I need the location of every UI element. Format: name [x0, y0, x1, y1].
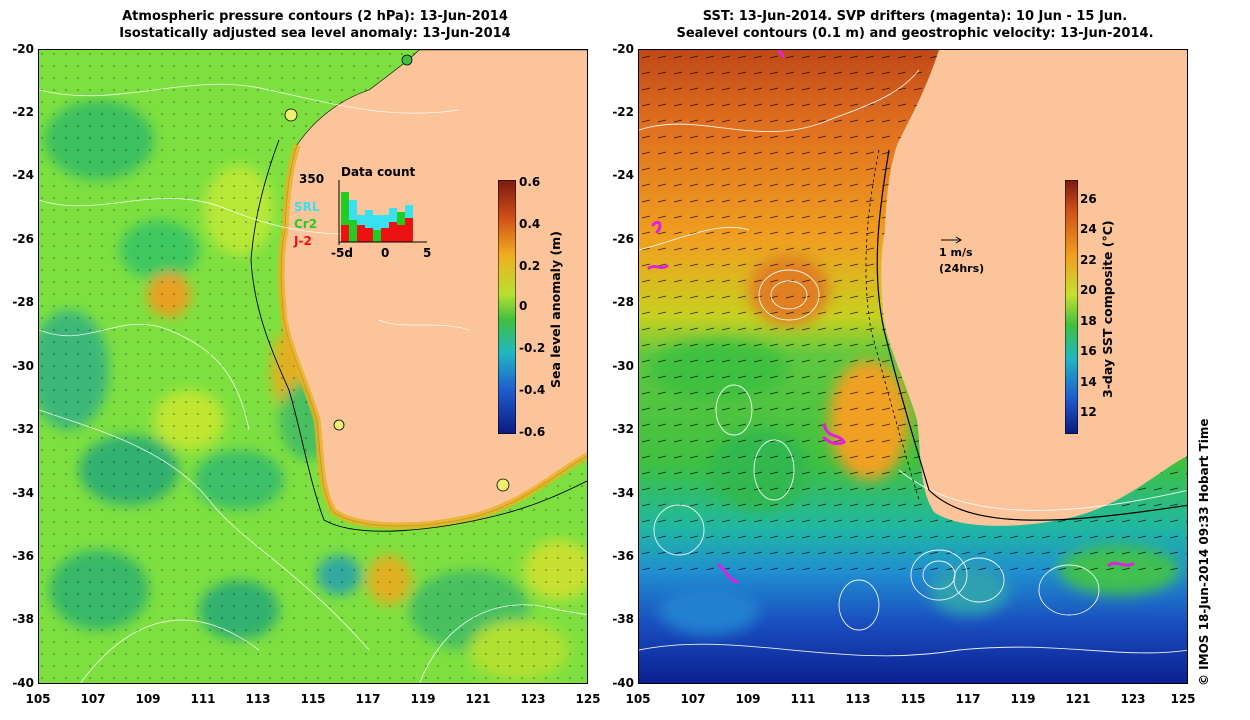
y-tick-label: -20: [12, 42, 34, 56]
y-tick-label: -28: [612, 295, 634, 309]
y-tick-label: -22: [12, 105, 34, 119]
sla-map-graphic: [39, 50, 587, 683]
right-title-line2: Sealevel contours (0.1 m) and geostrophi…: [676, 26, 1154, 41]
x-tick-label: 119: [1010, 692, 1036, 706]
right-title-line1: SST: 13-Jun-2014. SVP drifters (magenta)…: [702, 9, 1128, 24]
y-tick-label: -24: [12, 168, 34, 182]
sst-colorbar: [1065, 180, 1078, 434]
sst-map-graphic: [639, 50, 1187, 683]
velocity-scale-label: 1 m/s: [939, 246, 973, 259]
left-title-line2: Isostatically adjusted sea level anomaly…: [119, 26, 511, 41]
inset-xtick-m5: -5d: [331, 246, 353, 260]
y-tick-label: -26: [612, 232, 634, 246]
sst-cbar-tick: 16: [1080, 344, 1097, 358]
x-tick-label: 107: [80, 692, 106, 706]
x-tick-label: 117: [355, 692, 381, 706]
x-tick-label: 123: [520, 692, 546, 706]
legend-j2: J-2: [294, 234, 312, 248]
sst-cbar-tick: 22: [1080, 253, 1097, 267]
x-tick-label: 111: [790, 692, 816, 706]
right-panel-title: SST: 13-Jun-2014. SVP drifters (magenta)…: [640, 8, 1190, 42]
x-tick-label: 125: [575, 692, 601, 706]
sla-colorbar: [498, 180, 516, 434]
left-title-line1: Atmospheric pressure contours (2 hPa): 1…: [122, 9, 508, 24]
sst-cbar-tick: 26: [1080, 192, 1097, 206]
velocity-scale-sublabel: (24hrs): [939, 262, 985, 275]
sla-cbar-tick: -0.2: [519, 341, 546, 355]
y-tick-label: -32: [12, 422, 34, 436]
sla-cbar-tick: 0.4: [519, 217, 541, 231]
imos-credit: © IMOS 18-Jun-2014 09:33 Hobart Time: [1197, 418, 1211, 686]
sla-cbar-tick: -0.4: [519, 383, 546, 397]
x-tick-label: 109: [135, 692, 161, 706]
y-tick-label: -38: [612, 612, 634, 626]
x-tick-label: 123: [1120, 692, 1146, 706]
y-tick-label: -30: [12, 359, 34, 373]
sea-level-anomaly-map[interactable]: 350 Data count SRL Cr2 J-2 -5d 0 5: [38, 49, 588, 684]
y-tick-label: -22: [612, 105, 634, 119]
x-tick-label: 121: [465, 692, 491, 706]
y-tick-label: -40: [12, 676, 34, 690]
data-count-inset: [338, 180, 427, 245]
y-tick-label: -40: [612, 676, 634, 690]
sla-cbar-label: Sea level anomaly (m): [548, 231, 563, 388]
sst-cbar-tick: 24: [1080, 222, 1097, 236]
legend-cr2: Cr2: [294, 217, 318, 231]
left-panel-title: Atmospheric pressure contours (2 hPa): 1…: [40, 8, 590, 42]
inset-title: Data count: [341, 165, 416, 179]
x-tick-label: 115: [300, 692, 326, 706]
x-tick-label: 105: [625, 692, 651, 706]
y-tick-label: -28: [12, 295, 34, 309]
sst-map[interactable]: 1 m/s (24hrs): [638, 49, 1188, 684]
y-tick-label: -34: [12, 486, 34, 500]
x-tick-label: 119: [410, 692, 436, 706]
sst-cbar-label: 3-day SST composite (°C): [1100, 220, 1115, 398]
x-tick-label: 115: [900, 692, 926, 706]
sst-cbar-tick: 14: [1080, 375, 1097, 389]
inset-ymax: 350: [299, 172, 325, 186]
sla-cbar-tick: 0: [519, 299, 528, 313]
sst-cbar-tick: 12: [1080, 405, 1097, 419]
x-tick-label: 109: [735, 692, 761, 706]
y-tick-label: -32: [612, 422, 634, 436]
inset-xtick-5: 5: [423, 246, 432, 260]
sla-cbar-tick: 0.6: [519, 175, 541, 189]
sla-cbar-tick: -0.6: [519, 425, 546, 439]
y-tick-label: -34: [612, 486, 634, 500]
x-tick-label: 121: [1065, 692, 1091, 706]
y-tick-label: -36: [12, 549, 34, 563]
y-tick-label: -30: [612, 359, 634, 373]
x-tick-label: 125: [1170, 692, 1196, 706]
legend-srl: SRL: [294, 200, 320, 214]
y-tick-label: -38: [12, 612, 34, 626]
y-tick-label: -20: [612, 42, 634, 56]
y-tick-label: -24: [612, 168, 634, 182]
inset-xtick-0: 0: [381, 246, 390, 260]
x-tick-label: 117: [955, 692, 981, 706]
x-tick-label: 113: [845, 692, 871, 706]
y-tick-label: -26: [12, 232, 34, 246]
x-tick-label: 113: [245, 692, 271, 706]
x-tick-label: 105: [25, 692, 51, 706]
x-tick-label: 111: [190, 692, 216, 706]
x-tick-label: 107: [680, 692, 706, 706]
sst-cbar-tick: 18: [1080, 314, 1097, 328]
y-tick-label: -36: [612, 549, 634, 563]
sla-cbar-tick: 0.2: [519, 259, 541, 273]
sst-cbar-tick: 20: [1080, 283, 1097, 297]
